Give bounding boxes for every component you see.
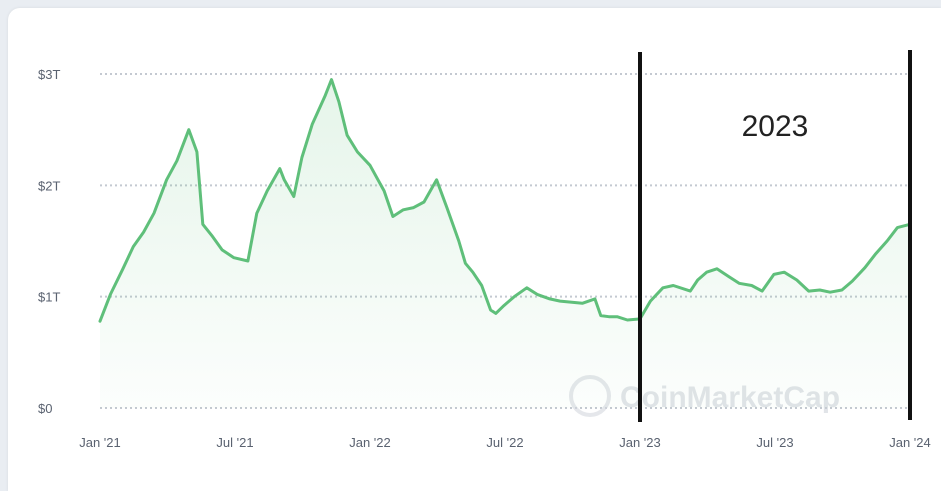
x-tick-label: Jan '21 xyxy=(79,435,121,450)
y-tick-label: $1T xyxy=(38,290,60,305)
annotation-label: 2023 xyxy=(742,110,809,143)
x-tick-label: Jan '24 xyxy=(889,435,931,450)
x-tick-label: Jan '23 xyxy=(619,435,661,450)
x-tick-label: Jul '22 xyxy=(486,435,523,450)
x-tick-label: Jan '22 xyxy=(349,435,391,450)
y-axis-ticks: $0 $1T $2T $3T xyxy=(38,67,60,416)
series-line xyxy=(98,78,912,323)
x-axis-ticks: Jan '21 Jul '21 Jan '22 Jul '22 Jan '23 Jul '… xyxy=(79,435,931,450)
annotations: 2023 xyxy=(638,50,912,422)
y-tick-label: $3T xyxy=(38,67,60,82)
y-tick-label: $2T xyxy=(38,178,60,193)
y-tick-label: $0 xyxy=(38,401,52,416)
x-tick-label: Jul '21 xyxy=(216,435,253,450)
x-tick-label: Jul '23 xyxy=(756,435,793,450)
